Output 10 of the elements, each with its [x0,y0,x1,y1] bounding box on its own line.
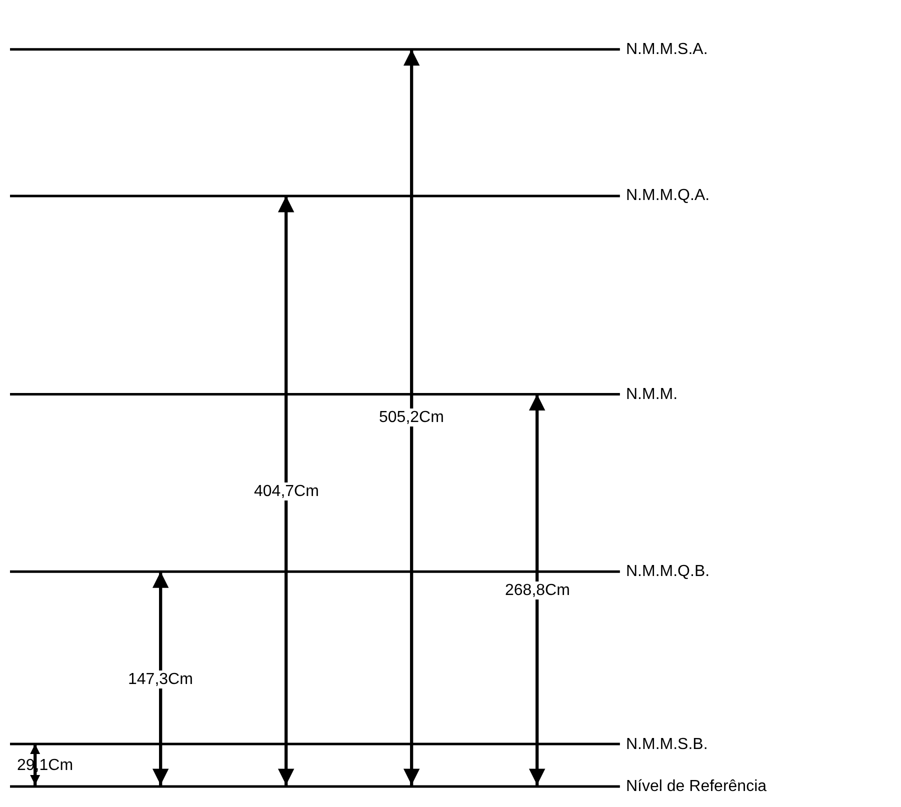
ref-line-label: Nível de Referência [626,778,767,795]
ref-line-label: N.M.M.Q.A. [626,187,710,204]
ref-line-label: N.M.M.Q.B. [626,563,710,580]
ref-line-label: N.M.M.S.A. [626,41,708,58]
data-label: 268,8Cm [505,582,570,599]
ref-line-label: N.M.M.S.B. [626,736,708,753]
data-label: 505,2Cm [379,409,444,426]
ref-line-label: N.M.M. [626,386,678,403]
data-label: 147,3Cm [128,671,193,688]
data-label: 404,7Cm [254,483,319,500]
